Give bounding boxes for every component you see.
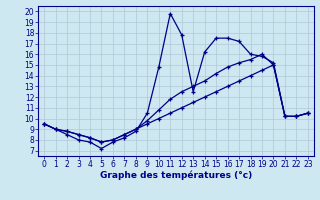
- X-axis label: Graphe des températures (°c): Graphe des températures (°c): [100, 171, 252, 180]
